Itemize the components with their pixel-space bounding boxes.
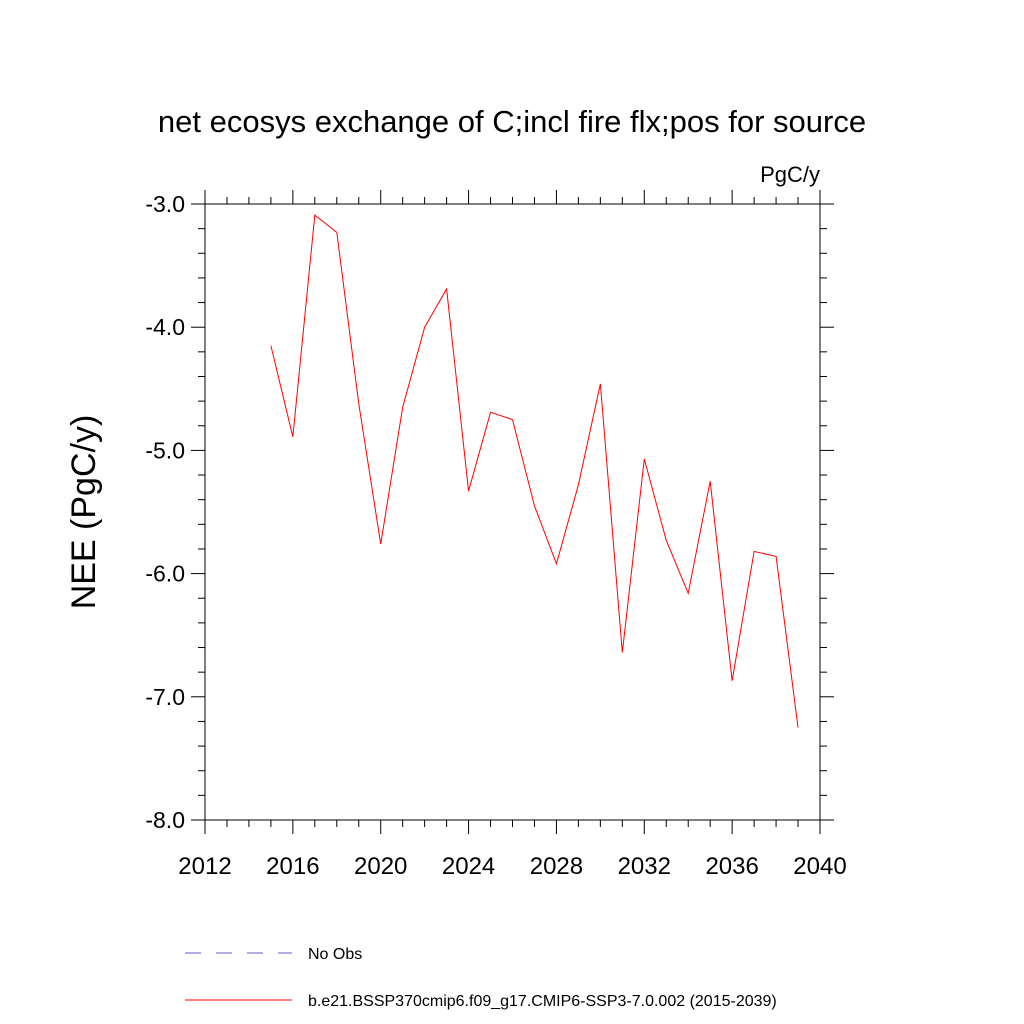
y-axis-label: NEE (PgC/y) [65,415,103,610]
units-label: PgC/y [760,162,820,187]
legend: No Obs b.e21.BSSP370cmip6.f09_g17.CMIP6-… [185,946,777,1010]
x-tick-label: 2024 [442,853,495,880]
x-tick-label: 2020 [354,853,407,880]
y-tick-label: -5.0 [145,437,185,463]
x-tick-label: 2016 [266,853,319,880]
y-tick-label: -6.0 [145,561,185,587]
y-tick-label: -7.0 [145,684,185,710]
legend-label-model: b.e21.BSSP370cmip6.f09_g17.CMIP6-SSP3-7.… [308,993,777,1010]
y-tick-label: -4.0 [145,314,185,340]
x-tick-label: 2032 [618,853,671,880]
series-layer [270,214,799,728]
y-tick-label: -8.0 [145,807,185,833]
plot-frame [204,203,821,821]
series-line-0 [270,214,799,728]
y-axis-ticks: -8.0 -7.0 -6.0 -5.0 -4.0 -3.0 [145,191,834,833]
x-tick-label: 2012 [178,853,231,880]
legend-label-no-obs: No Obs [308,946,362,963]
y-tick-label: -3.0 [145,191,185,217]
x-tick-label: 2036 [705,853,758,880]
x-tick-label: 2040 [793,853,846,880]
chart-title: net ecosys exchange of C;incl fire flx;p… [158,104,866,139]
x-axis-ticks: 2012 2016 2020 2024 2028 2032 2036 2040 [178,190,847,880]
x-tick-label: 2028 [530,853,583,880]
